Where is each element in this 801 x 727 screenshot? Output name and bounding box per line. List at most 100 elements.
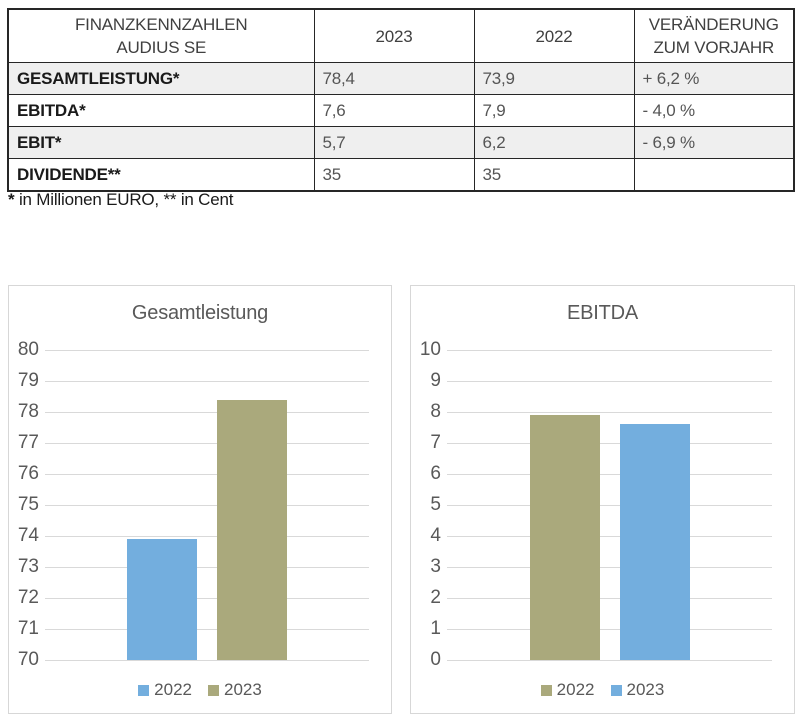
row-label: EBIT* — [7, 126, 315, 159]
change-cell: - 4,0 % — [633, 94, 795, 127]
legend-label: 2022 — [556, 680, 595, 699]
change-cell: - 6,9 % — [633, 126, 795, 159]
chart-title: Gesamtleistung — [131, 302, 269, 324]
value-cell: 7,9 — [473, 94, 635, 127]
legend-label: 2022 — [154, 680, 192, 699]
column-header-change-line1: VERÄNDERUNG — [648, 15, 779, 34]
table-row-dividende: DIVIDENDE** 35 35 — [7, 158, 795, 192]
bar-2022 — [529, 415, 600, 660]
column-header-2022: 2022 — [473, 8, 635, 63]
bar-group — [45, 350, 369, 660]
table-header-row: FINANZKENNZAHLEN AUDIUS SE 2023 2022 VER… — [7, 8, 795, 63]
plot-area: 80 79 78 77 76 75 74 73 72 71 70 — [18, 339, 369, 670]
gridline — [45, 598, 369, 599]
change-cell — [633, 158, 795, 192]
plot-area: 10 9 8 7 6 5 4 3 2 1 0 — [420, 339, 772, 670]
y-tick-label: 4 — [430, 525, 441, 546]
gridline — [447, 412, 772, 413]
legend-label: 2023 — [224, 680, 262, 699]
value-cell: 78,4 — [313, 62, 475, 95]
bar-2022 — [127, 539, 197, 660]
change-cell: + 6,2 % — [633, 62, 795, 95]
y-tick-label: 71 — [17, 618, 39, 639]
gridline — [447, 443, 772, 444]
gridline — [45, 381, 369, 382]
y-tick-label: 3 — [430, 556, 441, 577]
y-tick-label: 10 — [419, 339, 441, 360]
row-label: EBITDA* — [7, 94, 315, 127]
table-title-line2: AUDIUS SE — [116, 38, 207, 57]
value-cell: 35 — [473, 158, 635, 192]
y-tick-label: 8 — [430, 401, 441, 422]
y-tick-label: 5 — [430, 494, 441, 515]
value-cell: 5,7 — [313, 126, 475, 159]
y-tick-label: 9 — [430, 370, 441, 391]
gridline — [447, 505, 772, 506]
gridline — [447, 536, 772, 537]
y-tick-label: 0 — [430, 649, 441, 670]
y-tick-label: 6 — [430, 463, 441, 484]
legend-item-2023: 2023 — [610, 680, 665, 700]
y-tick-label: 7 — [430, 432, 441, 453]
bar-2023 — [619, 424, 690, 660]
gridline — [45, 505, 369, 506]
table-title-line1: FINANZKENNZAHLEN — [75, 15, 248, 34]
legend-label: 2023 — [626, 680, 665, 699]
gridline — [447, 660, 772, 661]
legend-item-2023: 2023 — [208, 680, 262, 700]
gridline — [45, 629, 369, 630]
row-label: GESAMTLEISTUNG* — [7, 62, 315, 95]
footnote-text: in Millionen EURO, ** in Cent — [14, 190, 234, 209]
y-tick-label: 75 — [17, 494, 39, 515]
chart-ebitda: EBITDA 10 9 8 7 6 5 4 3 2 1 0 2022 2023 — [410, 285, 795, 714]
row-label: DIVIDENDE** — [7, 158, 315, 192]
legend-swatch — [138, 684, 150, 696]
y-tick-label: 74 — [17, 525, 39, 546]
gridline — [45, 443, 369, 444]
gridline — [45, 536, 369, 537]
financial-key-figures-table: FINANZKENNZAHLEN AUDIUS SE 2023 2022 VER… — [7, 8, 795, 192]
gridline — [447, 598, 772, 599]
table-row-gesamtleistung: GESAMTLEISTUNG* 78,4 73,9 + 6,2 % — [7, 62, 795, 95]
y-tick-label: 1 — [430, 618, 441, 639]
bar-group — [447, 350, 772, 660]
gridline — [447, 474, 772, 475]
gridline — [45, 350, 369, 351]
y-tick-label: 72 — [17, 587, 39, 608]
legend-swatch — [540, 684, 552, 696]
y-tick-label: 77 — [17, 432, 39, 453]
chart-title: EBITDA — [566, 302, 639, 324]
table-row-ebit: EBIT* 5,7 6,2 - 6,9 % — [7, 126, 795, 159]
gridline — [447, 629, 772, 630]
table-title-cell: FINANZKENNZAHLEN AUDIUS SE — [7, 8, 315, 63]
value-cell: 6,2 — [473, 126, 635, 159]
column-header-change: VERÄNDERUNG ZUM VORJAHR — [633, 8, 795, 63]
value-cell: 35 — [313, 158, 475, 192]
y-tick-label: 80 — [17, 339, 39, 360]
chart-legend: 2022 2023 — [9, 680, 391, 700]
value-cell: 73,9 — [473, 62, 635, 95]
legend-item-2022: 2022 — [138, 680, 192, 700]
chart-legend: 2022 2023 — [411, 680, 794, 700]
y-tick-label: 70 — [17, 649, 39, 670]
value-cell: 7,6 — [313, 94, 475, 127]
y-tick-label: 76 — [17, 463, 39, 484]
column-header-2023: 2023 — [313, 8, 475, 63]
y-tick-label: 79 — [17, 370, 39, 391]
legend-swatch — [208, 684, 219, 696]
gridline — [45, 660, 369, 661]
chart-gesamtleistung: Gesamtleistung 80 79 78 77 76 75 74 73 72 71 70 20… — [8, 285, 392, 714]
gridline — [447, 567, 772, 568]
gridline — [45, 412, 369, 413]
legend-item-2022: 2022 — [540, 680, 595, 700]
legend-swatch — [610, 684, 622, 696]
table-footnote: * in Millionen EURO, ** in Cent — [8, 190, 233, 210]
gridline — [45, 474, 369, 475]
table-row-ebitda: EBITDA* 7,6 7,9 - 4,0 % — [7, 94, 795, 127]
y-tick-label: 2 — [430, 587, 441, 608]
gridline — [447, 350, 772, 351]
gridline — [447, 381, 772, 382]
bar-2023 — [217, 399, 287, 660]
y-tick-label: 73 — [17, 556, 39, 577]
footnote-star: * — [8, 190, 15, 209]
